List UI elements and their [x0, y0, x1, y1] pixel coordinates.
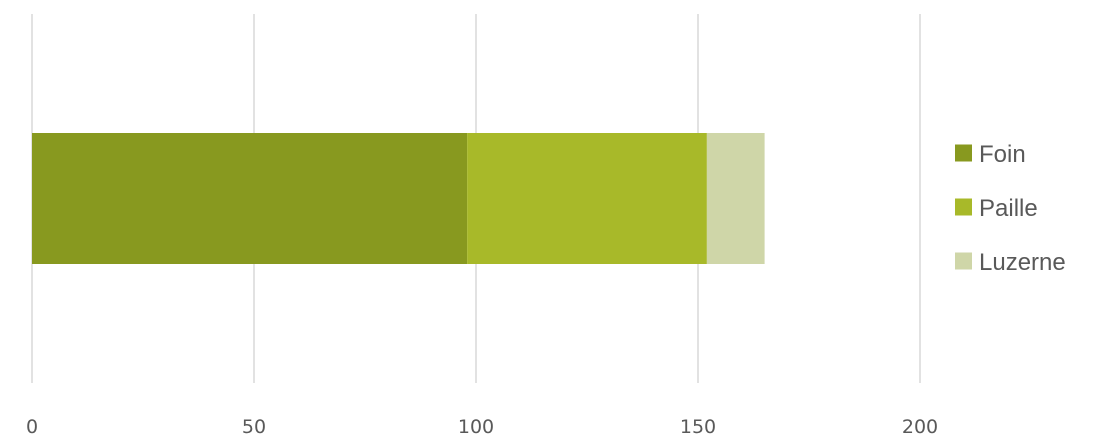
bars: [32, 133, 765, 264]
legend[interactable]: Foin Paille Luzerne: [955, 141, 1066, 276]
legend-label: Foin: [979, 141, 1026, 168]
legend-swatch: [955, 144, 972, 162]
x-axis-tick-labels: 0 50 100 150 200: [26, 416, 938, 438]
x-tick-label: 150: [680, 416, 716, 438]
bar-luzerne[interactable]: [706, 133, 765, 264]
bar-foin[interactable]: [32, 133, 468, 264]
legend-swatch: [955, 252, 972, 270]
legend-swatch: [955, 198, 972, 216]
legend-item-paille[interactable]: Paille: [955, 195, 1038, 222]
legend-label: Paille: [979, 195, 1038, 222]
x-tick-label: 50: [242, 416, 266, 438]
legend-label: Luzerne: [979, 249, 1066, 276]
x-tick-label: 100: [458, 416, 494, 438]
legend-item-foin[interactable]: Foin: [955, 141, 1026, 168]
x-tick-label: 0: [26, 416, 38, 438]
legend-item-luzerne[interactable]: Luzerne: [955, 249, 1066, 276]
x-tick-label: 200: [902, 416, 938, 438]
bar-paille[interactable]: [467, 133, 707, 264]
